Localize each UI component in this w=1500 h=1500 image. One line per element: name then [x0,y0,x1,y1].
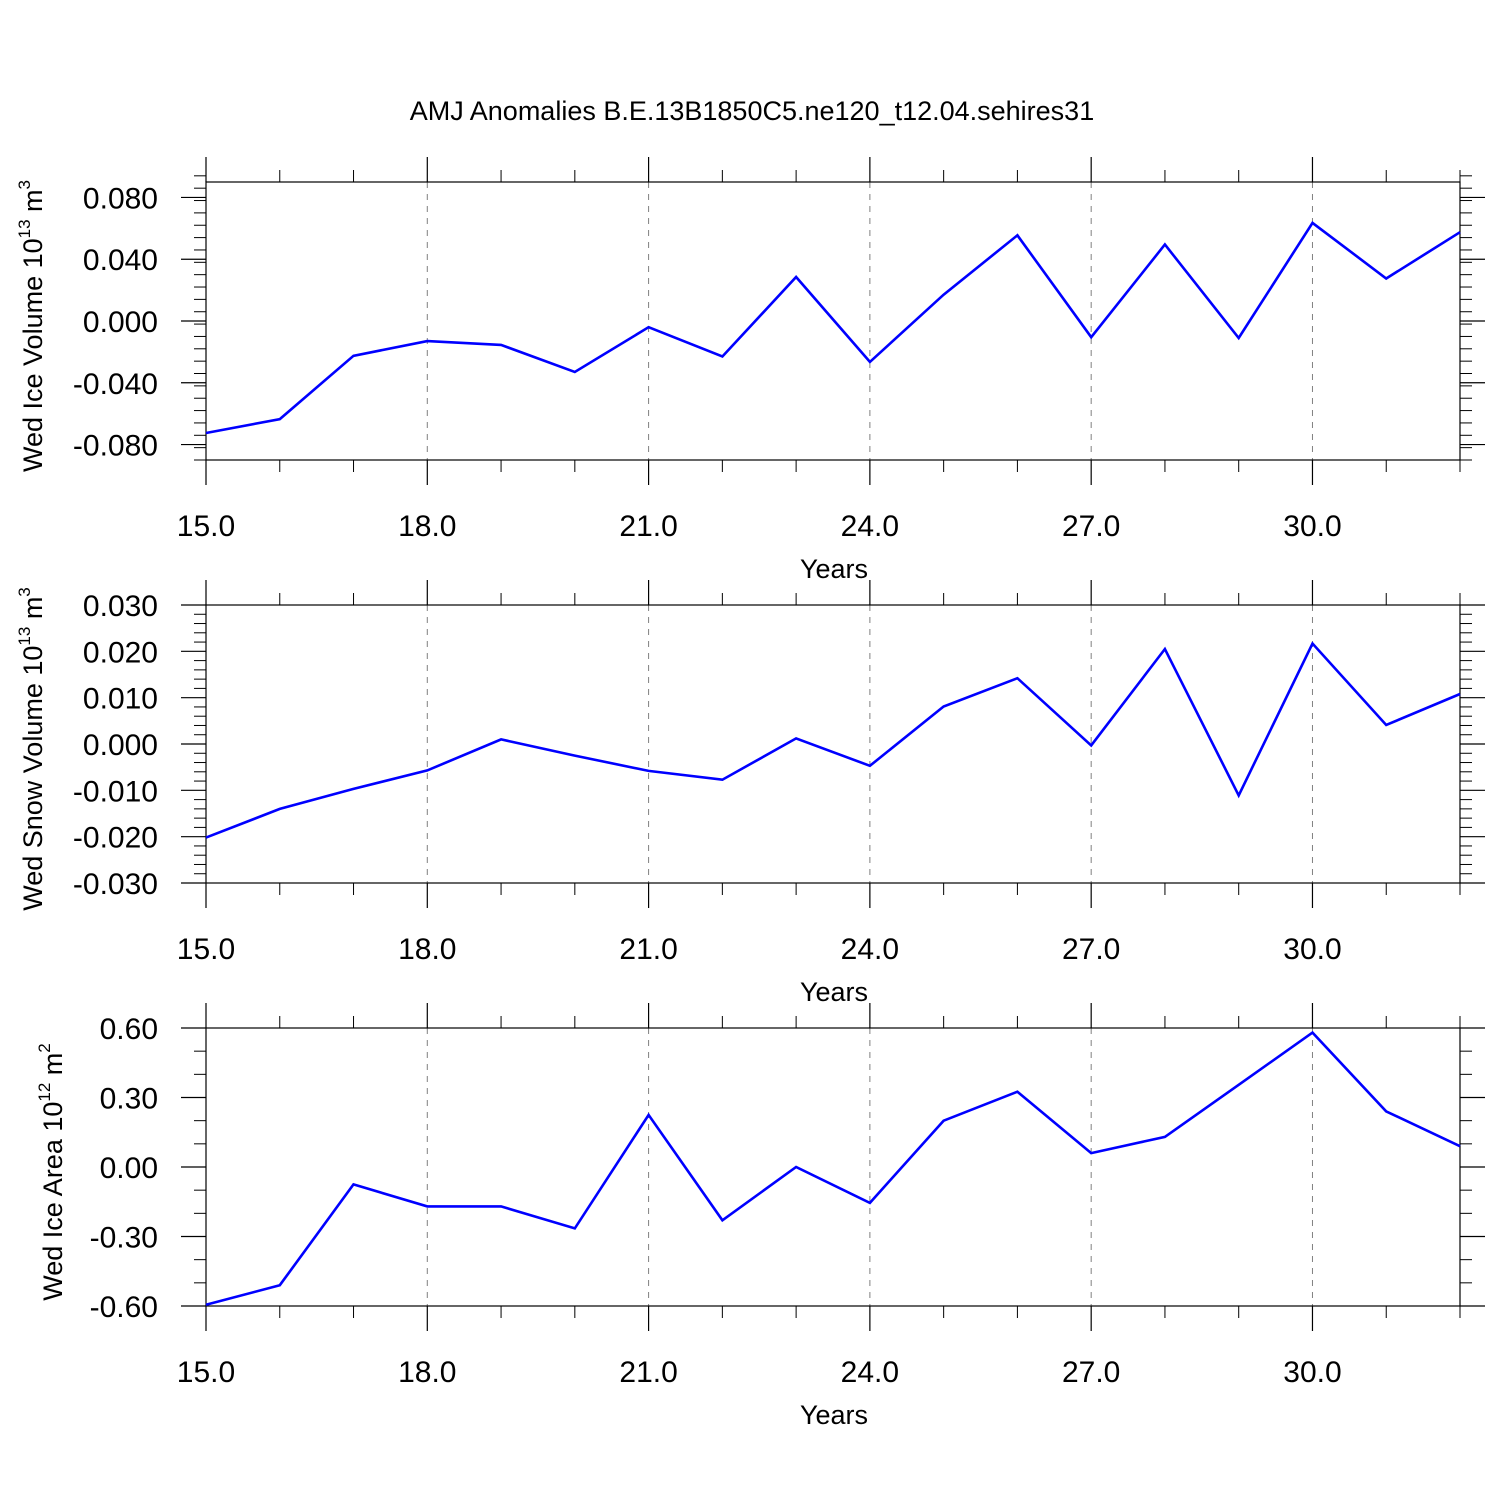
x-axis-title: Years [800,977,868,1007]
plot-frame [205,1027,1461,1307]
x-tick-label: 18.0 [398,1356,456,1389]
x-axis-title: Years [800,1400,868,1430]
y-axis-title-unit: m [18,597,48,627]
x-tick-label: 24.0 [841,933,899,966]
y-axis-title-unit: m [18,189,48,219]
figure-title: AMJ Anomalies B.E.13B1850C5.ne120_t12.04… [410,96,1094,126]
x-tick-label: 30.0 [1283,933,1341,966]
x-tick-label: 21.0 [619,510,677,543]
y-tick-label: -0.010 [73,775,158,808]
x-tick-label: 30.0 [1283,1356,1341,1389]
y-tick-label: 0.30 [100,1083,158,1116]
y-tick-label: 0.00 [100,1152,158,1185]
y-tick-label: -0.080 [73,430,158,463]
y-tick-label: 0.000 [83,729,158,762]
y-tick-label: -0.030 [73,868,158,901]
x-tick-label: 15.0 [177,933,235,966]
x-tick-label: 30.0 [1283,510,1341,543]
y-axis-title: Wed Ice Area 1012 m2 [35,1043,68,1301]
y-axis-title-exponent: 12 [35,1083,54,1102]
panel-snow-volume: 15.0 18.0 21.0 24.0 27.0 30.0 0.030 0.020 0.010 0… [15,580,1485,1007]
x-tick-label: 27.0 [1062,510,1120,543]
x-tick-label: 21.0 [619,1356,677,1389]
x-tick-label: 27.0 [1062,1356,1120,1389]
y-axis-title: Wed Ice Volume 1013 m3 [15,180,48,472]
plot-frame [205,604,1461,884]
y-tick-label: -0.040 [73,368,158,401]
y-tick-label: 0.080 [83,182,158,215]
x-tick-label: 21.0 [619,933,677,966]
y-axis-title-unit: m [38,1053,68,1083]
panels: 15.0 18.0 21.0 24.0 27.0 30.0 0.080 0.040 0.000 -… [15,157,1485,1430]
y-tick-label: -0.020 [73,822,158,855]
x-tick-label: 18.0 [398,933,456,966]
series-line-ice-area [205,1030,1461,1307]
series-line-ice-volume [205,221,1461,435]
x-tick-label: 24.0 [841,510,899,543]
x-tick-label: 18.0 [398,510,456,543]
y-axis-title: Wed Snow Volume 1013 m3 [15,587,48,911]
panel-ice-area: 15.0 18.0 21.0 24.0 27.0 30.0 0.60 0.30 0.00 -0.3… [35,1003,1485,1430]
y-tick-label: -0.60 [90,1291,158,1324]
y-tick-label: 0.040 [83,244,158,277]
y-tick-label: 0.020 [83,636,158,669]
y-axis-title-unit-exponent: 3 [15,180,34,189]
x-axis-title: Years [800,554,868,584]
y-axis-title-unit-exponent: 3 [15,587,34,596]
series-line-snow-volume [205,641,1461,839]
x-tick-label: 24.0 [841,1356,899,1389]
y-axis-title-text: Wed Ice Volume 10 [18,238,48,472]
y-tick-label: 0.010 [83,683,158,716]
y-axis-title-unit-exponent: 2 [35,1043,54,1052]
y-axis-title-text: Wed Snow Volume 10 [18,646,48,911]
x-tick-label: 27.0 [1062,933,1120,966]
y-tick-label: 0.000 [83,306,158,339]
y-tick-label: 0.60 [100,1013,158,1046]
y-tick-label: -0.30 [90,1222,158,1255]
x-tick-label: 15.0 [177,510,235,543]
y-tick-label: 0.030 [83,590,158,623]
y-axis-title-text: Wed Ice Area 10 [38,1102,68,1301]
x-tick-label: 15.0 [177,1356,235,1389]
y-axis-title-exponent: 13 [15,219,34,238]
y-axis-title-exponent: 13 [15,627,34,646]
panel-ice-volume: 15.0 18.0 21.0 24.0 27.0 30.0 0.080 0.040 0.000 -… [15,157,1485,584]
